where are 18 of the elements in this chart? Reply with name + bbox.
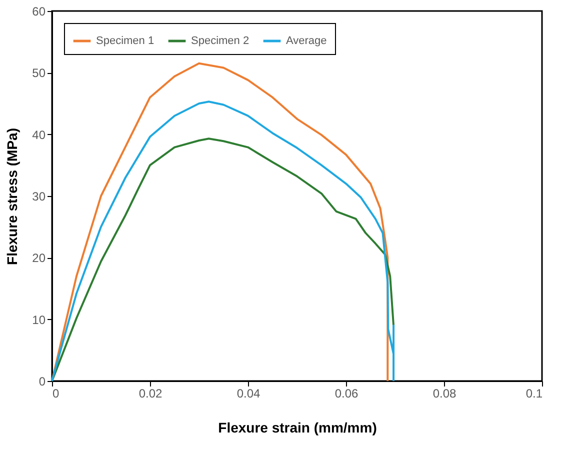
y-tick-label: 0: [38, 374, 46, 388]
legend-label: Specimen 2: [191, 35, 250, 47]
legend-label: Specimen 1: [96, 35, 154, 47]
x-tick-label: 0: [52, 386, 60, 400]
x-tick-label: 0.06: [334, 386, 358, 400]
x-tick-label: 0.1: [526, 386, 543, 400]
x-tick-label: 0.08: [432, 386, 456, 400]
x-tick-label: 0.02: [138, 386, 162, 400]
y-tick-label: 10: [32, 312, 46, 327]
y-axis-title: Flexure stress (MPa): [4, 128, 20, 265]
y-tick-label: 20: [32, 251, 46, 266]
y-tick-label: 50: [32, 66, 46, 80]
legend-label: Average: [286, 35, 327, 47]
y-tick-label: 40: [32, 128, 46, 142]
y-tick-label: 60: [32, 4, 46, 18]
y-tick-label: 30: [32, 190, 46, 204]
x-axis-title: Flexure strain (mm/mm): [218, 420, 377, 436]
x-tick-label: 0.04: [236, 386, 260, 400]
